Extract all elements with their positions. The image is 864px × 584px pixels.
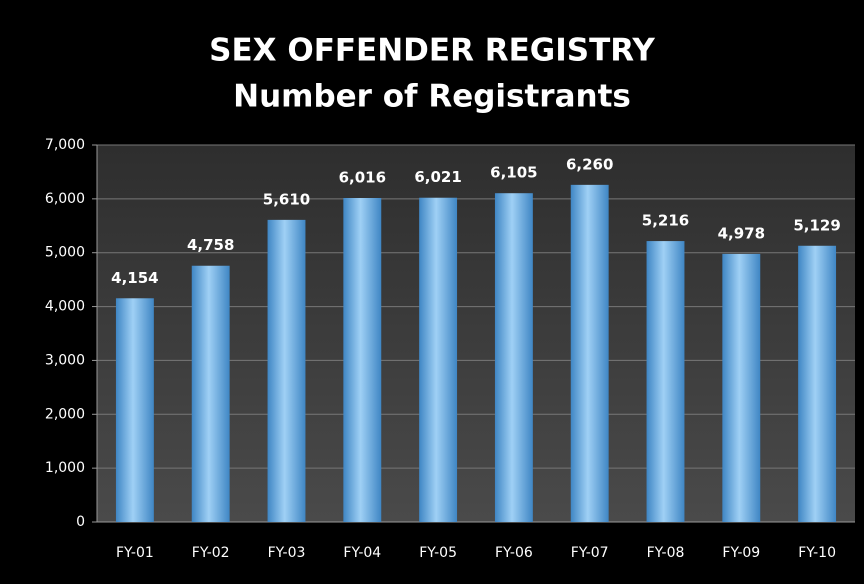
y-tick-label: 6,000	[45, 191, 85, 207]
data-label: 4,758	[187, 236, 234, 254]
data-label: 5,129	[793, 216, 840, 234]
bar	[343, 197, 382, 522]
x-tick-label: FY-08	[647, 545, 685, 561]
x-tick-label: FY-04	[343, 545, 381, 561]
x-tick-label: FY-03	[268, 545, 306, 561]
x-tick-label: FY-02	[192, 545, 230, 561]
data-label: 4,154	[111, 269, 158, 287]
x-tick-label: FY-09	[722, 545, 760, 561]
bar	[115, 298, 154, 522]
bar	[267, 219, 306, 522]
data-label: 6,260	[566, 155, 613, 173]
y-tick-label: 3,000	[45, 352, 85, 368]
x-tick-label: FY-07	[571, 545, 609, 561]
chart-subtitle: Number of Registrants	[233, 79, 631, 115]
y-tick-label: 7,000	[45, 137, 85, 153]
bar	[494, 193, 533, 522]
data-label: 6,021	[414, 168, 461, 186]
bar	[722, 253, 761, 522]
chart-title: SEX OFFENDER REGISTRY	[209, 33, 655, 69]
y-tick-label: 4,000	[45, 299, 85, 315]
y-tick-label: 5,000	[45, 245, 85, 261]
bar	[570, 184, 609, 522]
bar	[646, 241, 685, 522]
x-tick-label: FY-05	[419, 545, 457, 561]
bar	[419, 197, 458, 522]
x-tick-label: FY-06	[495, 545, 533, 561]
x-tick-label: FY-10	[798, 545, 836, 561]
data-label: 5,610	[263, 190, 310, 208]
y-tick-label: 0	[76, 514, 85, 530]
y-tick-label: 2,000	[45, 406, 85, 422]
bar	[191, 265, 230, 522]
data-label: 6,105	[490, 164, 537, 182]
data-label: 5,216	[642, 212, 689, 230]
data-label: 4,978	[718, 224, 765, 242]
data-label: 6,016	[339, 168, 386, 186]
y-tick-label: 1,000	[45, 460, 85, 476]
x-tick-label: FY-01	[116, 545, 154, 561]
bar	[798, 245, 837, 522]
